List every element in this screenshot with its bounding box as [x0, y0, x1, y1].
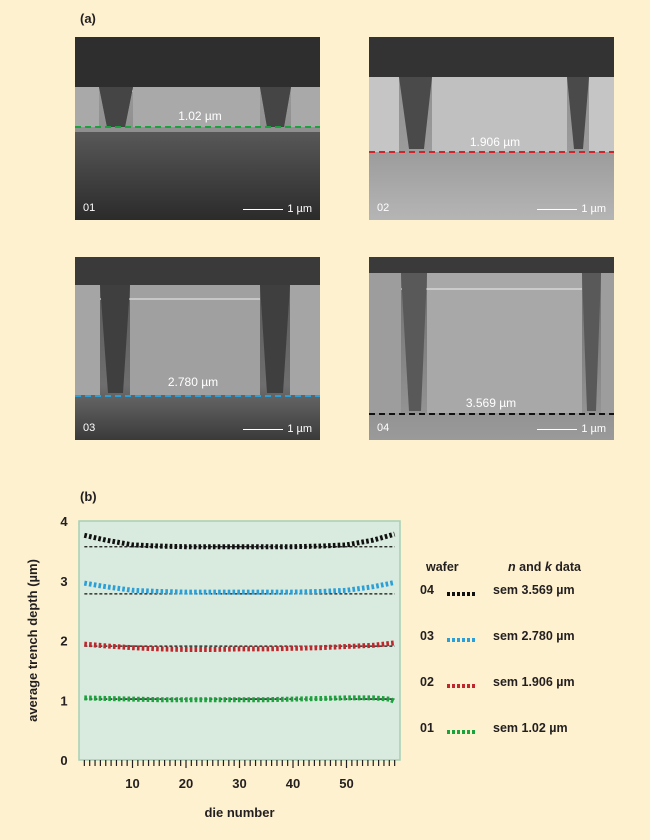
sem-micrograph: [75, 257, 320, 440]
y-tick-label: 1: [60, 693, 67, 708]
panel-b-label: (b): [80, 489, 97, 504]
scale-label: 1 µm: [581, 203, 606, 215]
legend-swatch: [447, 592, 475, 596]
legend-label-04: sem 3.569 µm: [493, 583, 575, 597]
scale-label: 1 µm: [287, 203, 312, 215]
depth-label: 1.02 µm: [178, 109, 222, 123]
legend-wafer-03: 03: [420, 629, 434, 643]
sem-image-03: 2.780 µm 03 1 µm: [75, 257, 320, 440]
depth-label: 3.569 µm: [465, 396, 517, 410]
legend-nk-header: n and k data: [508, 560, 581, 574]
sem-image-01: 1.02 µm 01 1 µm: [75, 37, 320, 220]
image-number: 02: [377, 202, 390, 214]
legend-label-03: sem 2.780 µm: [493, 629, 575, 643]
x-tick-label: 10: [125, 776, 139, 791]
sem-micrograph: [369, 37, 614, 220]
image-number: 03: [83, 422, 96, 434]
y-axis-label: average trench depth (µm): [25, 559, 40, 722]
x-tick-label: 20: [179, 776, 193, 791]
legend-swatch: [447, 730, 475, 734]
y-tick-label: 0: [60, 753, 67, 768]
image-number: 01: [83, 202, 96, 214]
depth-label: 2.780 µm: [167, 375, 219, 389]
legend-and-text: and: [515, 560, 545, 574]
series-line-03: [83, 580, 396, 595]
x-tick-label: 30: [232, 776, 246, 791]
x-axis-label: die number: [204, 805, 274, 820]
legend-wafer-01: 01: [420, 721, 434, 735]
sem-micrograph: [75, 37, 320, 220]
image-number: 04: [377, 422, 390, 434]
legend-wafer-header: wafer: [426, 560, 459, 574]
panel-a-label: (a): [80, 11, 96, 26]
y-tick-label: 4: [60, 514, 68, 529]
sem-micrograph: [369, 257, 614, 440]
legend-swatch: [447, 684, 475, 688]
legend-data-text: data: [551, 560, 581, 574]
x-tick-label: 40: [286, 776, 300, 791]
scale-bar: 1 µm: [537, 203, 606, 215]
legend-label-02: sem 1.906 µm: [493, 675, 575, 689]
x-tick-label: 50: [339, 776, 353, 791]
legend-k-text: k: [544, 560, 552, 574]
series-line-04: [83, 531, 396, 550]
y-tick-label: 3: [60, 574, 67, 589]
legend-n-text: n: [508, 560, 516, 574]
legend-wafer-04: 04: [420, 583, 434, 597]
depth-label: 1.906 µm: [469, 135, 521, 149]
legend-swatch: [447, 638, 475, 642]
legend-wafer-02: 02: [420, 675, 434, 689]
scale-bar: 1 µm: [537, 423, 606, 435]
series-line-01: [84, 695, 396, 704]
scale-label: 1 µm: [287, 423, 312, 435]
sem-image-04: 3.569 µm 04 1 µm: [369, 257, 614, 440]
plot-area: [78, 520, 401, 761]
scale-bar: 1 µm: [243, 423, 312, 435]
y-tick-label: 2: [60, 634, 67, 649]
sem-image-02: 1.906 µm 02 1 µm: [369, 37, 614, 220]
scale-label: 1 µm: [581, 423, 606, 435]
series-line-02: [84, 640, 395, 652]
scale-bar: 1 µm: [243, 203, 312, 215]
legend-label-01: sem 1.02 µm: [493, 721, 568, 735]
